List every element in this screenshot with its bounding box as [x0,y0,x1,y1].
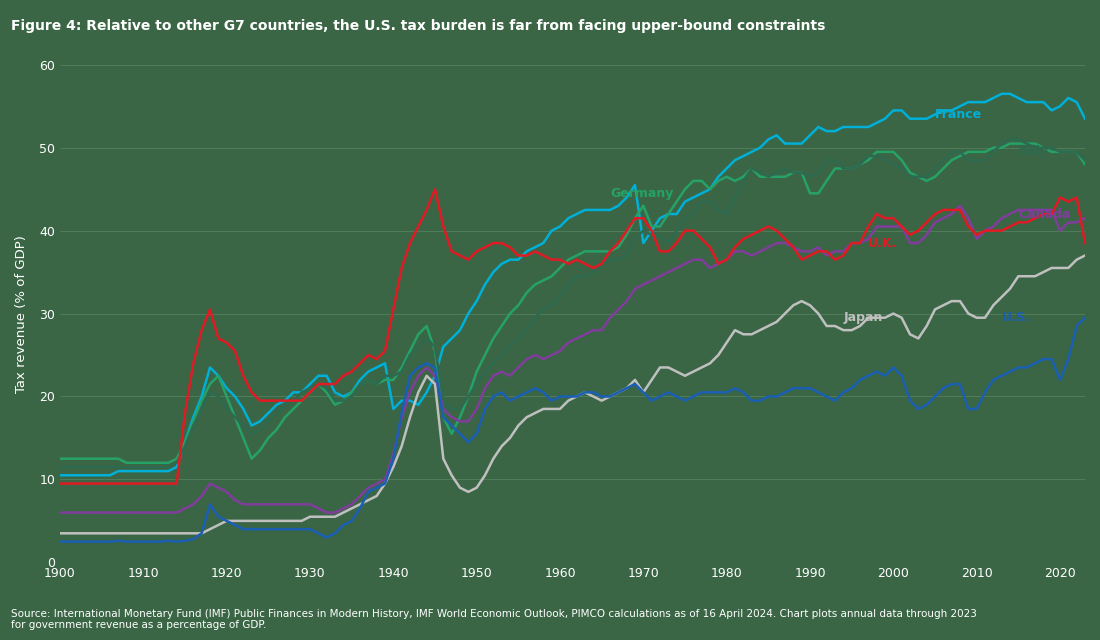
Text: U.S.: U.S. [1002,311,1031,324]
Y-axis label: Tax revenue (% of GDP): Tax revenue (% of GDP) [15,235,28,392]
Text: Canada: Canada [1019,207,1070,221]
Text: Figure 4: Relative to other G7 countries, the U.S. tax burden is far from facing: Figure 4: Relative to other G7 countries… [11,19,825,33]
Text: U.K.: U.K. [868,237,898,250]
Text: Japan: Japan [844,311,882,324]
Text: France: France [935,108,982,121]
Text: Italy: Italy [1019,145,1049,158]
Text: Germany: Germany [610,187,673,200]
Text: Source: International Monetary Fund (IMF) Public Finances in Modern History, IMF: Source: International Monetary Fund (IMF… [11,609,977,630]
